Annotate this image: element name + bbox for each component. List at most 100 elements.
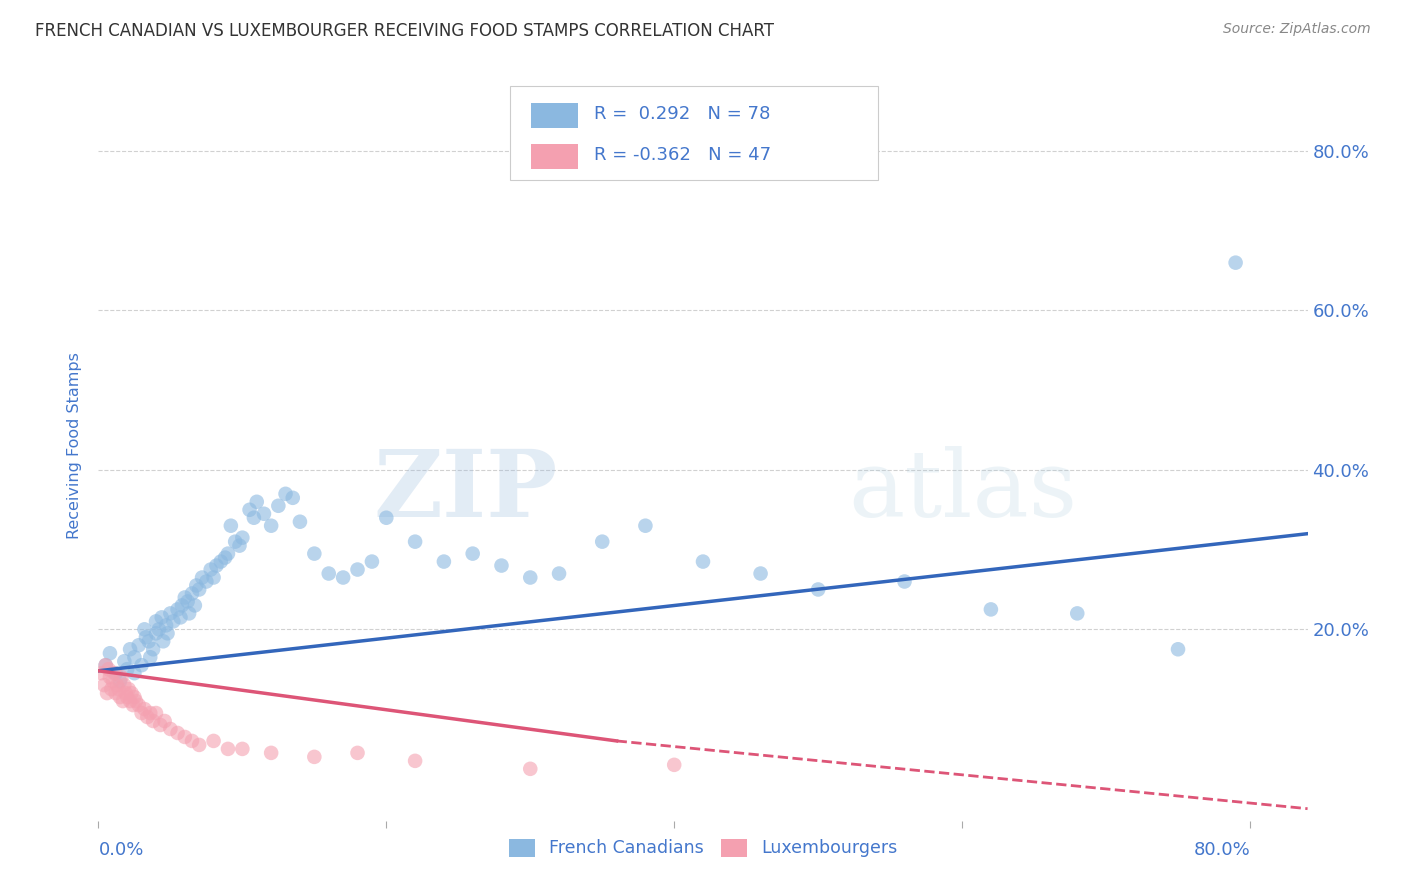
Point [246,495,269,509]
Point [115,662,138,676]
Point [90,666,112,681]
Point [139,706,162,720]
Point [318,566,340,581]
Point [97,662,120,676]
Point [807,582,830,597]
Point [120,642,142,657]
Y-axis label: Receiving Food Stamps: Receiving Food Stamps [67,352,83,540]
Point [112,678,135,692]
Point [114,686,136,700]
Point [120,694,142,708]
Point [98,646,121,660]
Point [375,510,398,524]
Point [346,746,368,760]
Point [142,642,165,657]
Point [181,586,204,600]
Point [191,570,214,584]
Point [519,570,541,584]
Point [122,698,145,712]
Point [173,591,195,605]
Point [134,623,156,637]
Point [217,547,239,561]
Point [121,686,143,700]
Point [548,566,571,581]
Point [214,550,236,565]
Text: 80.0%: 80.0% [1194,840,1250,859]
Point [145,626,167,640]
Point [118,682,141,697]
Point [94,658,117,673]
Point [200,563,222,577]
Point [202,570,225,584]
Point [94,658,117,673]
Point [267,499,290,513]
FancyBboxPatch shape [531,103,578,128]
Point [228,539,250,553]
Point [152,634,174,648]
Point [893,574,915,589]
Point [188,738,211,752]
Point [304,750,326,764]
Point [145,706,167,720]
Point [634,518,657,533]
Legend: French Canadians, Luxembourgers: French Canadians, Luxembourgers [502,831,904,864]
Point [101,674,124,689]
Point [231,531,253,545]
Point [195,574,218,589]
Point [104,686,127,700]
Point [1167,642,1189,657]
Point [159,722,181,736]
Point [112,654,135,668]
Point [1066,607,1088,621]
Point [219,518,242,533]
Point [217,742,239,756]
Point [253,507,276,521]
Point [346,563,368,577]
Point [131,658,153,673]
Point [186,578,208,592]
Point [274,487,297,501]
Point [104,666,127,681]
Point [166,602,188,616]
Point [98,670,121,684]
Point [166,726,188,740]
Point [361,555,384,569]
Text: FRENCH CANADIAN VS LUXEMBOURGER RECEIVING FOOD STAMPS CORRELATION CHART: FRENCH CANADIAN VS LUXEMBOURGER RECEIVIN… [35,22,775,40]
Point [162,615,184,629]
Point [591,534,613,549]
Point [108,690,131,704]
Point [159,607,181,621]
Point [224,534,246,549]
Text: ZIP: ZIP [374,446,558,536]
Point [110,670,132,684]
Point [281,491,304,505]
Point [205,558,228,573]
Point [209,555,232,569]
Point [105,678,128,692]
Point [139,650,162,665]
Point [148,623,170,637]
Point [404,534,426,549]
Point [150,610,173,624]
Point [135,630,157,644]
Point [243,510,266,524]
Point [491,558,513,573]
Point [239,502,262,516]
Point [260,746,283,760]
Point [184,599,207,613]
Point [332,570,354,584]
Point [142,714,165,728]
Point [103,666,125,681]
Point [124,650,146,665]
Point [96,686,118,700]
Point [111,694,134,708]
Point [461,547,484,561]
Point [128,698,150,712]
Point [179,607,201,621]
Point [433,555,456,569]
Point [136,710,159,724]
Text: 0.0%: 0.0% [98,840,143,859]
Point [749,566,772,581]
Point [1225,255,1247,269]
Point [128,638,150,652]
